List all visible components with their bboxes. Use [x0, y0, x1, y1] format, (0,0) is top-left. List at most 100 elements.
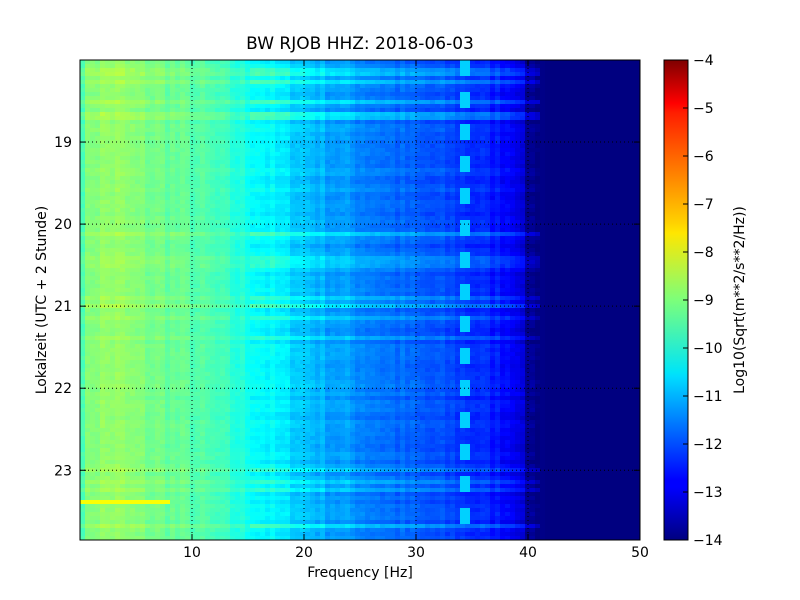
heatmap-cell: [140, 216, 146, 221]
heatmap-cell: [395, 188, 401, 193]
heatmap-cell: [230, 60, 236, 65]
heatmap-cell: [110, 160, 116, 165]
heatmap-cell: [515, 108, 521, 113]
heatmap-cell: [385, 92, 391, 97]
heatmap-cell: [510, 104, 516, 109]
heatmap-cell: [300, 88, 306, 93]
heatmap-cell: [625, 64, 631, 69]
heatmap-cell: [620, 220, 626, 225]
heatmap-cell: [510, 164, 516, 169]
heatmap-cell: [310, 176, 316, 181]
heatmap-cell: [325, 148, 331, 153]
heatmap-cell: [245, 236, 251, 241]
heatmap-cell: [590, 124, 596, 129]
heatmap-cell: [465, 216, 471, 221]
heatmap-cell: [195, 84, 201, 89]
heatmap-cell: [315, 160, 321, 165]
heatmap-cell: [85, 184, 91, 189]
heatmap-cell: [345, 128, 351, 133]
heatmap-cell: [310, 204, 316, 209]
heatmap-cell: [90, 148, 96, 153]
heatmap-cell: [205, 108, 211, 113]
heatmap-cell: [145, 180, 151, 185]
heatmap-cell: [610, 96, 616, 101]
heatmap-cell: [110, 64, 116, 69]
heatmap-cell: [145, 88, 151, 93]
heatmap-cell: [180, 168, 186, 173]
heatmap-cell: [475, 108, 481, 113]
heatmap-cell: [545, 148, 551, 153]
heatmap-cell: [490, 220, 496, 225]
heatmap-cell: [540, 188, 546, 193]
heatmap-cell: [140, 196, 146, 201]
heatmap-cell: [620, 68, 626, 73]
heatmap-cell: [320, 200, 326, 205]
heatmap-cell: [460, 60, 466, 65]
heatmap-cell: [160, 124, 166, 129]
heatmap-cell: [395, 144, 401, 149]
heatmap-cell: [215, 88, 221, 93]
heatmap-cell: [180, 80, 186, 85]
heatmap-cell: [105, 196, 111, 201]
heatmap-cell: [280, 140, 286, 145]
heatmap-cell: [310, 144, 316, 149]
heatmap-cell: [515, 60, 521, 65]
heatmap-cell: [115, 124, 121, 129]
heatmap-cell: [440, 68, 446, 73]
heatmap-cell: [625, 136, 631, 141]
heatmap-cell: [220, 116, 226, 121]
heatmap-cell: [190, 164, 196, 169]
heatmap-cell: [365, 152, 371, 157]
heatmap-cell: [135, 168, 141, 173]
heatmap-cell: [540, 192, 546, 197]
heatmap-cell: [335, 92, 341, 97]
heatmap-cell: [135, 144, 141, 149]
heatmap-cell: [405, 80, 411, 85]
heatmap-cell: [300, 204, 306, 209]
heatmap-cell: [390, 208, 396, 213]
heatmap-cell: [290, 164, 296, 169]
heatmap-cell: [570, 212, 576, 217]
heatmap-cell: [240, 156, 246, 161]
heatmap-cell: [155, 228, 161, 233]
heatmap-cell: [100, 176, 106, 181]
heatmap-cell: [290, 224, 296, 229]
heatmap-cell: [370, 120, 376, 125]
heatmap-cell: [460, 132, 466, 137]
heatmap-cell: [100, 144, 106, 149]
heatmap-cell: [120, 184, 126, 189]
heatmap-cell: [445, 152, 451, 157]
heatmap-cell: [215, 112, 221, 117]
heatmap-cell: [90, 96, 96, 101]
heatmap-cell: [450, 84, 456, 89]
heatmap-cell: [540, 80, 546, 85]
heatmap-cell: [610, 92, 616, 97]
heatmap-cell: [235, 132, 241, 137]
heatmap-cell: [535, 132, 541, 137]
heatmap-cell: [310, 132, 316, 137]
heatmap-cell: [195, 184, 201, 189]
heatmap-cell: [140, 120, 146, 125]
heatmap-cell: [630, 184, 636, 189]
heatmap-cell: [155, 80, 161, 85]
heatmap-cell: [535, 208, 541, 213]
heatmap-cell: [520, 64, 526, 69]
heatmap-cell: [475, 88, 481, 93]
heatmap-cell: [310, 236, 316, 241]
heatmap-cell: [475, 172, 481, 177]
heatmap-cell: [520, 112, 526, 117]
heatmap-cell: [260, 232, 266, 237]
heatmap-cell: [550, 64, 556, 69]
heatmap-cell: [485, 228, 491, 233]
heatmap-cell: [105, 84, 111, 89]
heatmap-cell: [580, 76, 586, 81]
heatmap-cell: [190, 208, 196, 213]
heatmap-cell: [195, 172, 201, 177]
heatmap-cell: [135, 80, 141, 85]
heatmap-cell: [400, 76, 406, 81]
heatmap-cell: [490, 80, 496, 85]
heatmap-cell: [245, 220, 251, 225]
heatmap-cell: [370, 180, 376, 185]
heatmap-cell: [480, 224, 486, 229]
heatmap-cell: [295, 136, 301, 141]
